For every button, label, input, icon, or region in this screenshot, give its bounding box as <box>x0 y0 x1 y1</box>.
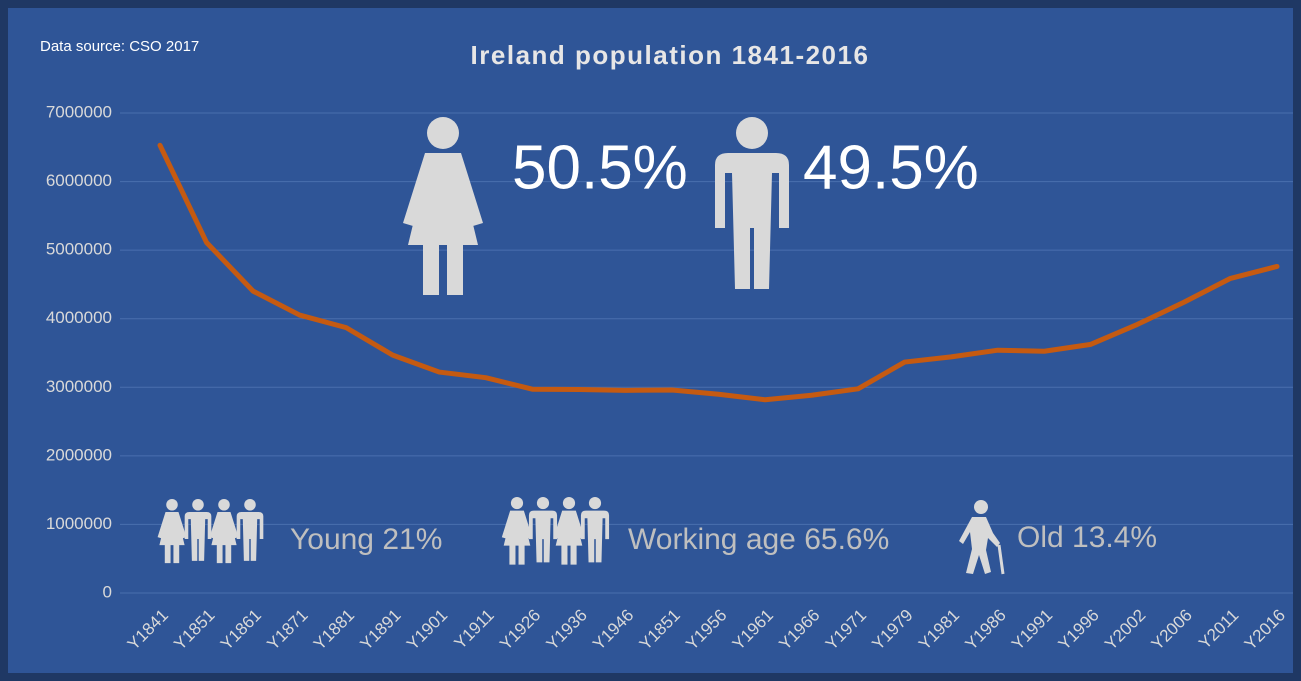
chart-title: Ireland population 1841-2016 <box>471 40 870 70</box>
icon-head <box>562 497 576 510</box>
y-tick-label: 0 <box>103 582 112 601</box>
icon-head <box>736 117 768 149</box>
y-tick-label: 2000000 <box>46 445 112 464</box>
icon-head <box>510 497 524 510</box>
icon-body <box>580 510 610 563</box>
y-tick-label: 5000000 <box>46 240 112 259</box>
y-tick-label: 6000000 <box>46 171 112 190</box>
icon-body <box>715 153 789 289</box>
icon-head <box>218 499 230 511</box>
population-line <box>157 142 1280 403</box>
icon-cane <box>997 544 1005 575</box>
y-tick-label: 7000000 <box>46 102 112 121</box>
icon-body <box>236 511 264 561</box>
male-share: 49.5% <box>803 133 979 202</box>
old-share: Old 13.4% <box>1017 521 1157 554</box>
female-share: 50.5% <box>512 133 688 202</box>
y-tick-label: 1000000 <box>46 514 112 533</box>
icon-head <box>166 499 178 511</box>
icon-body <box>501 510 533 565</box>
icon-body <box>403 153 483 295</box>
icon-body <box>959 517 1000 574</box>
icon-body <box>184 511 212 561</box>
icon-body <box>553 510 585 565</box>
icon-head <box>588 497 602 510</box>
icon-head <box>244 499 256 511</box>
working-share: Working age 65.6% <box>628 523 889 556</box>
source-note: Data source: CSO 2017 <box>40 38 199 55</box>
icon-head <box>192 499 204 511</box>
icon-head <box>427 117 459 149</box>
icons <box>157 117 1005 575</box>
icon-body <box>209 511 239 564</box>
icon-body <box>157 511 187 564</box>
y-tick-label: 3000000 <box>46 377 112 396</box>
icon-head <box>974 500 988 514</box>
young-share: Young 21% <box>290 523 442 556</box>
icon-head <box>536 497 550 510</box>
y-tick-label: 4000000 <box>46 308 112 327</box>
icon-body <box>528 510 558 563</box>
